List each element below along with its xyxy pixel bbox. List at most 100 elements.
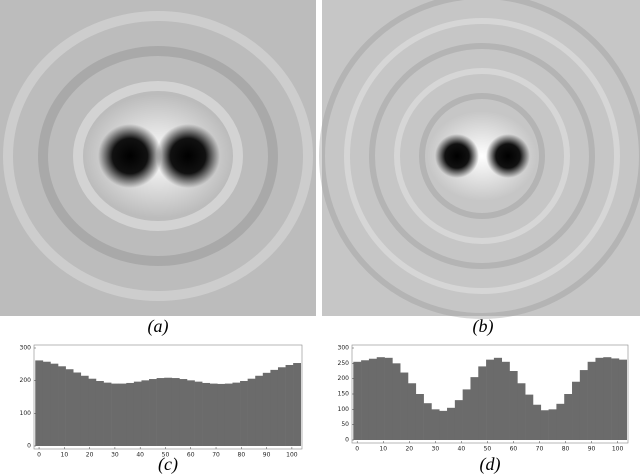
- bar: [407, 383, 417, 440]
- y-tick-label: 100: [338, 406, 350, 413]
- bar: [368, 358, 378, 440]
- x-tick-label: 20: [86, 452, 94, 459]
- x-tick-label: 80: [238, 452, 246, 459]
- panel-caption: (a): [148, 316, 169, 337]
- bar: [217, 383, 226, 446]
- bar: [285, 364, 294, 446]
- bar: [353, 361, 362, 440]
- bar: [232, 382, 241, 446]
- bar: [532, 404, 542, 440]
- bar: [376, 357, 385, 440]
- y-tick-label: 200: [338, 375, 350, 382]
- bar: [277, 367, 286, 446]
- bar: [50, 363, 59, 446]
- chart-caption: (c): [158, 454, 178, 475]
- bar: [156, 378, 165, 446]
- bar: [517, 383, 526, 440]
- bar: [618, 359, 627, 440]
- x-tick-label: 80: [562, 446, 570, 453]
- y-tick-label: 200: [20, 377, 32, 384]
- chart-caption: (d): [480, 454, 501, 475]
- bar: [126, 382, 135, 446]
- bar: [501, 361, 510, 440]
- bar: [42, 361, 51, 446]
- bar: [240, 380, 248, 446]
- x-tick-label: 50: [484, 446, 492, 453]
- x-tick-label: 10: [61, 452, 69, 459]
- bar: [80, 375, 89, 446]
- bar: [202, 382, 211, 446]
- x-tick-label: 30: [432, 446, 440, 453]
- bar: [247, 378, 256, 446]
- bar: [439, 410, 448, 440]
- bar: [478, 366, 487, 440]
- bar: [293, 363, 302, 446]
- bar: [179, 379, 188, 446]
- x-tick-label: 60: [187, 452, 195, 459]
- bar: [270, 369, 279, 446]
- bar: [149, 379, 157, 446]
- x-tick-label: 0: [355, 446, 359, 453]
- bar: [171, 378, 180, 446]
- bar: [454, 400, 463, 440]
- bar: [540, 410, 549, 440]
- x-tick-label: 50: [162, 452, 170, 459]
- bar: [361, 360, 370, 440]
- bar: [611, 358, 620, 440]
- bar: [509, 371, 518, 440]
- x-tick-label: 10: [379, 446, 387, 453]
- y-tick-label: 150: [338, 391, 350, 398]
- bar: [224, 383, 233, 446]
- x-tick-label: 70: [536, 446, 544, 453]
- bar: [65, 369, 74, 446]
- bar: [556, 403, 565, 440]
- x-tick-label: 70: [212, 452, 220, 459]
- bar: [209, 383, 218, 446]
- x-tick-label: 40: [136, 452, 144, 459]
- bar: [111, 383, 119, 446]
- x-tick-label: 40: [458, 446, 466, 453]
- bar: [164, 377, 173, 446]
- bar: [548, 409, 557, 440]
- bar: [262, 372, 271, 446]
- x-tick-label: 100: [612, 446, 624, 453]
- y-tick-label: 300: [20, 345, 32, 352]
- bar: [470, 377, 479, 440]
- bar: [88, 378, 97, 446]
- bar: [525, 394, 534, 440]
- bar: [486, 359, 495, 440]
- y-tick-label: 250: [338, 360, 350, 367]
- y-tick-label: 0: [27, 443, 31, 450]
- bar: [255, 375, 264, 446]
- x-tick-label: 20: [405, 446, 413, 453]
- bar: [587, 361, 596, 440]
- bar: [103, 382, 112, 446]
- x-tick-label: 60: [510, 446, 518, 453]
- x-tick-label: 90: [263, 452, 271, 459]
- bar: [493, 357, 503, 440]
- bar: [595, 357, 604, 440]
- x-tick-label: 100: [286, 452, 298, 459]
- bar: [603, 357, 612, 440]
- bar: [133, 381, 142, 446]
- bar: [462, 389, 471, 440]
- x-tick-label: 0: [37, 452, 41, 459]
- y-tick-label: 0: [345, 437, 349, 444]
- bar: [400, 372, 409, 440]
- bar: [447, 407, 456, 440]
- bar: [194, 381, 203, 446]
- bar: [73, 372, 82, 446]
- bar: [141, 380, 150, 446]
- bar: [118, 383, 127, 446]
- bar: [423, 403, 432, 440]
- bar: [384, 357, 393, 440]
- y-tick-label: 50: [341, 421, 349, 428]
- image-a: [0, 0, 316, 316]
- panel-caption: (b): [473, 316, 494, 337]
- bar: [415, 394, 424, 440]
- x-tick-label: 30: [111, 452, 119, 459]
- bar: [186, 380, 195, 446]
- y-tick-label: 300: [338, 345, 350, 352]
- x-tick-label: 90: [588, 446, 596, 453]
